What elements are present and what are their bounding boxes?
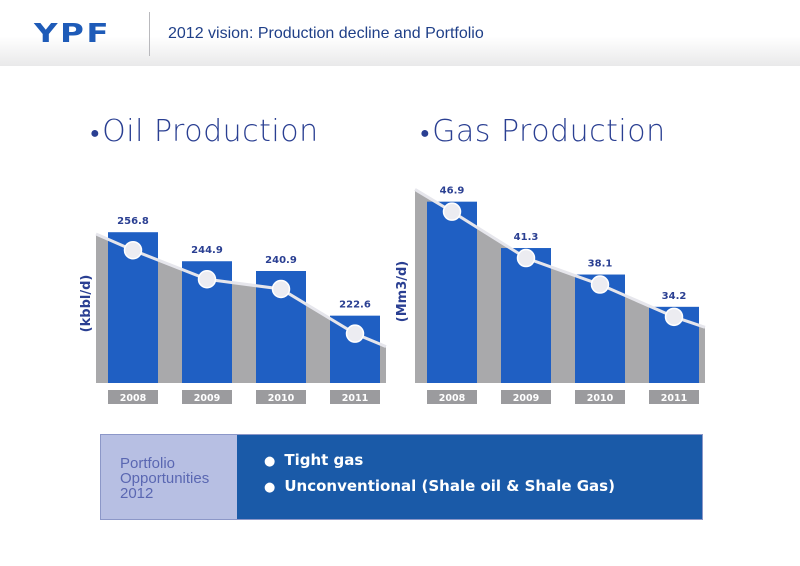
gas-title-text: Gas Production bbox=[432, 114, 666, 149]
value-label: 244.9 bbox=[191, 245, 223, 256]
year-box bbox=[108, 390, 158, 404]
portfolio-box: Portfolio Opportunities 2012 ● Tight gas … bbox=[100, 434, 703, 520]
slide-title: 2012 vision: Production decline and Port… bbox=[168, 25, 484, 42]
bar bbox=[427, 201, 477, 383]
ypf-logo: YPF bbox=[34, 19, 112, 49]
value-label: 240.9 bbox=[265, 255, 297, 266]
year-label: 2011 bbox=[342, 393, 368, 404]
gas-chart-title: ●Gas Production bbox=[420, 114, 666, 149]
gas-production-chart: 46.9 41.3 38.1 34.2 2008 2009 2010 2011 (Mm3/d) bbox=[395, 186, 706, 404]
bullet-icon: ● bbox=[264, 454, 276, 469]
bullet-icon: ● bbox=[90, 122, 101, 142]
year-label: 2010 bbox=[268, 393, 295, 404]
oil-chart-title: ●Oil Production bbox=[90, 114, 319, 149]
y-axis-label: (kbbl/d) bbox=[79, 275, 94, 333]
portfolio-item-text: Tight gas bbox=[284, 451, 364, 469]
year-label: 2011 bbox=[661, 393, 687, 404]
year-label: 2010 bbox=[587, 393, 614, 404]
year-box bbox=[649, 390, 699, 404]
trend-area bbox=[415, 189, 705, 383]
trend-marker bbox=[442, 202, 462, 221]
trend-marker bbox=[345, 324, 365, 343]
portfolio-item: ● Unconventional (Shale oil & Shale Gas) bbox=[264, 477, 615, 495]
header-divider bbox=[149, 12, 150, 56]
header-bar: YPF 2012 vision: Production decline and … bbox=[0, 0, 800, 66]
portfolio-label-panel: Portfolio Opportunities 2012 bbox=[101, 435, 237, 519]
year-box bbox=[427, 390, 477, 404]
oil-production-chart: 256.8 244.9 240.9 222.6 2008 2009 2010 2011 (kbb… bbox=[79, 216, 387, 404]
trend-marker bbox=[664, 307, 684, 327]
value-label: 34.2 bbox=[662, 291, 687, 302]
trend-marker bbox=[271, 279, 291, 299]
value-label: 222.6 bbox=[339, 300, 371, 311]
bullet-icon: ● bbox=[264, 480, 276, 495]
year-label: 2009 bbox=[513, 393, 539, 404]
year-label: 2008 bbox=[439, 393, 466, 404]
portfolio-list: ● Tight gas ● Unconventional (Shale oil & … bbox=[264, 451, 615, 503]
trend-marker bbox=[197, 269, 217, 289]
portfolio-label: Portfolio Opportunities 2012 bbox=[120, 455, 210, 502]
value-label: 256.8 bbox=[117, 216, 149, 227]
portfolio-item-text: Unconventional (Shale oil & Shale Gas) bbox=[284, 477, 615, 495]
trend-marker bbox=[590, 275, 610, 294]
portfolio-item: ● Tight gas bbox=[264, 451, 615, 469]
year-label: 2009 bbox=[194, 393, 220, 404]
bar bbox=[501, 248, 551, 383]
year-label: 2008 bbox=[120, 393, 147, 404]
y-axis-label: (Mm3/d) bbox=[395, 261, 410, 322]
year-box bbox=[256, 390, 306, 404]
trend-marker bbox=[516, 248, 536, 268]
value-label: 38.1 bbox=[588, 259, 613, 270]
year-box bbox=[575, 390, 625, 404]
oil-title-text: Oil Production bbox=[102, 114, 319, 149]
trend-area bbox=[96, 234, 386, 383]
value-label: 46.9 bbox=[440, 186, 465, 197]
year-box bbox=[182, 390, 232, 404]
bullet-icon: ● bbox=[420, 122, 431, 142]
trend-marker bbox=[123, 240, 143, 260]
value-label: 41.3 bbox=[514, 232, 539, 243]
year-box bbox=[501, 390, 551, 404]
year-box bbox=[330, 390, 380, 404]
